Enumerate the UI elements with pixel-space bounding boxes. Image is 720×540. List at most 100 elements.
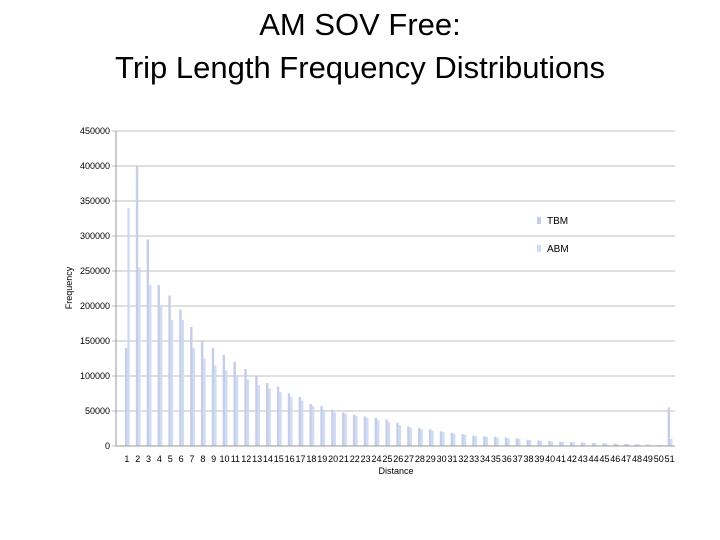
- bar-tbm-13: [255, 376, 258, 446]
- bar-tbm-9: [211, 348, 215, 446]
- x-tick-label: 31: [447, 454, 457, 464]
- bar-abm-13: [257, 385, 260, 446]
- bar-abm-46: [615, 443, 619, 446]
- x-tick-label: 5: [168, 454, 173, 464]
- x-tick-label: 13: [252, 454, 262, 464]
- bar-abm-17: [301, 400, 304, 446]
- legend-label-abm: ABM: [547, 244, 569, 255]
- bar-tbm-20: [331, 409, 334, 446]
- bar-abm-2: [138, 267, 141, 446]
- bar-tbm-46: [613, 443, 616, 446]
- bar-abm-9: [214, 365, 217, 446]
- bar-abm-38: [528, 440, 532, 446]
- y-tick-label: 50000: [85, 406, 110, 416]
- legend-swatch-tbm: [537, 217, 541, 224]
- bar-abm-28: [420, 429, 423, 446]
- bar-abm-44: [594, 442, 597, 446]
- bar-tbm-36: [504, 437, 508, 446]
- gridlines: [112, 130, 675, 447]
- chart-title-line-1: AM SOV Free:: [259, 7, 461, 42]
- x-tick-label: 1: [124, 454, 129, 464]
- x-tick-label: 47: [621, 454, 631, 464]
- x-tick-label: 14: [263, 454, 273, 464]
- bar-tbm-23: [363, 416, 367, 446]
- x-tick-label: 42: [567, 454, 577, 464]
- bar-tbm-22: [352, 414, 356, 446]
- bar-tbm-5: [168, 295, 171, 446]
- bar-tbm-17: [298, 397, 302, 446]
- chart-title-line-2: Trip Length Frequency Distributions: [115, 50, 605, 85]
- x-tick-label: 38: [523, 454, 533, 464]
- bar-abm-34: [485, 436, 488, 446]
- x-tick-label: 40: [545, 454, 555, 464]
- bar-tbm-39: [537, 440, 540, 446]
- bar-tbm-32: [461, 434, 464, 446]
- bar-abm-20: [333, 412, 336, 446]
- x-tick-label: 43: [578, 454, 588, 464]
- x-tick-label: 8: [200, 454, 205, 464]
- x-tick-label: 6: [179, 454, 184, 464]
- x-tick-label: 19: [317, 454, 327, 464]
- bar-abm-3: [149, 285, 152, 446]
- bar-tbm-49: [645, 444, 649, 446]
- bar-abm-48: [637, 444, 640, 446]
- bar-abm-22: [355, 415, 358, 446]
- y-tick-label: 350000: [80, 196, 110, 206]
- bar-abm-1: [127, 208, 130, 446]
- bar-abm-4: [159, 306, 163, 446]
- bar-abm-32: [463, 434, 467, 446]
- y-tick-label: 150000: [80, 336, 110, 346]
- bar-tbm-50: [656, 444, 660, 446]
- bar-abm-35: [496, 437, 499, 446]
- x-tick-label: 30: [437, 454, 447, 464]
- y-tick-label: 250000: [80, 266, 110, 276]
- bar-tbm-24: [374, 418, 378, 446]
- bar-abm-43: [583, 442, 586, 446]
- bar-abm-7: [192, 348, 195, 446]
- y-tick-label: 200000: [80, 301, 110, 311]
- y-axis-label: Frequency: [64, 266, 74, 309]
- bar-abm-19: [322, 409, 326, 446]
- x-tick-label: 22: [350, 454, 360, 464]
- bar-abm-26: [398, 425, 402, 446]
- bar-tbm-47: [624, 443, 627, 446]
- x-tick-label: 45: [599, 454, 609, 464]
- x-tick-label: 20: [328, 454, 338, 464]
- bar-tbm-4: [157, 285, 160, 446]
- bar-tbm-19: [320, 406, 323, 446]
- x-tick-label: 50: [654, 454, 664, 464]
- bar-abm-29: [431, 430, 434, 446]
- x-tick-label: 7: [189, 454, 194, 464]
- bar-abm-45: [604, 443, 608, 446]
- bar-abm-6: [181, 320, 185, 446]
- x-tick-label: 9: [211, 454, 216, 464]
- bar-abm-16: [290, 397, 293, 446]
- bar-abm-40: [550, 441, 554, 446]
- x-tick-label: 32: [458, 454, 468, 464]
- bar-abm-31: [452, 433, 456, 446]
- bar-abm-41: [561, 441, 564, 446]
- x-tick-label: 24: [371, 454, 381, 464]
- bar-tbm-7: [190, 327, 193, 446]
- x-tick-label: 15: [274, 454, 284, 464]
- bar-tbm-31: [450, 432, 453, 446]
- legend: TBM ABM: [537, 216, 569, 255]
- x-tick-label: 16: [285, 454, 295, 464]
- x-tick-label: 51: [665, 454, 675, 464]
- bar-abm-51: [670, 439, 673, 446]
- bar-abm-47: [626, 443, 630, 446]
- bar-tbm-3: [146, 239, 150, 446]
- y-tick-label: 450000: [80, 126, 110, 136]
- bar-tbm-44: [591, 442, 595, 446]
- y-tick-label: 300000: [80, 231, 110, 241]
- bar-tbm-21: [342, 412, 345, 446]
- bar-abm-27: [409, 427, 412, 446]
- x-tick-label: 4: [157, 454, 162, 464]
- bar-tbm-48: [635, 444, 638, 446]
- bar-abm-12: [246, 379, 250, 446]
- bar-abm-36: [507, 438, 510, 446]
- bar-tbm-28: [418, 427, 421, 446]
- bar-tbm-26: [396, 422, 399, 446]
- x-tick-label: 49: [643, 454, 653, 464]
